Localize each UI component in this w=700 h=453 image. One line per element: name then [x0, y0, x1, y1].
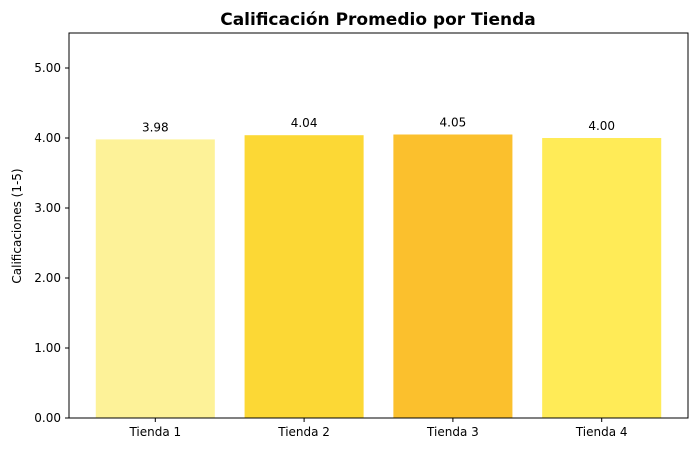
y-tick-label: 0.00 [34, 411, 61, 425]
y-tick-label: 1.00 [34, 341, 61, 355]
bar [393, 134, 513, 418]
y-axis-label: Calificaciones (1-5) [10, 168, 24, 283]
data-label: 4.05 [440, 116, 467, 130]
axes-frame [68, 32, 689, 419]
x-tick-label: Tienda 2 [277, 425, 330, 439]
y-tick-label: 2.00 [34, 271, 61, 285]
x-tick-label: Tienda 3 [426, 425, 479, 439]
y-tick-label: 5.00 [34, 61, 61, 75]
y-tick-label: 3.00 [34, 201, 61, 215]
chart-title: Calificación Promedio por Tienda [220, 10, 536, 30]
x-tick-label: Tienda 1 [128, 425, 181, 439]
data-label: 4.00 [588, 119, 615, 133]
bar [95, 139, 215, 418]
bar [244, 135, 364, 418]
data-label: 4.04 [291, 116, 318, 130]
plot-area: 0.00 1.00 2.00 3.00 4.00 5.00 3.98 Tienda 1 4.04… [34, 61, 662, 439]
x-tick-label: Tienda 4 [575, 425, 628, 439]
bar [542, 138, 662, 418]
y-tick-label: 4.00 [34, 131, 61, 145]
data-label: 3.98 [142, 120, 169, 134]
